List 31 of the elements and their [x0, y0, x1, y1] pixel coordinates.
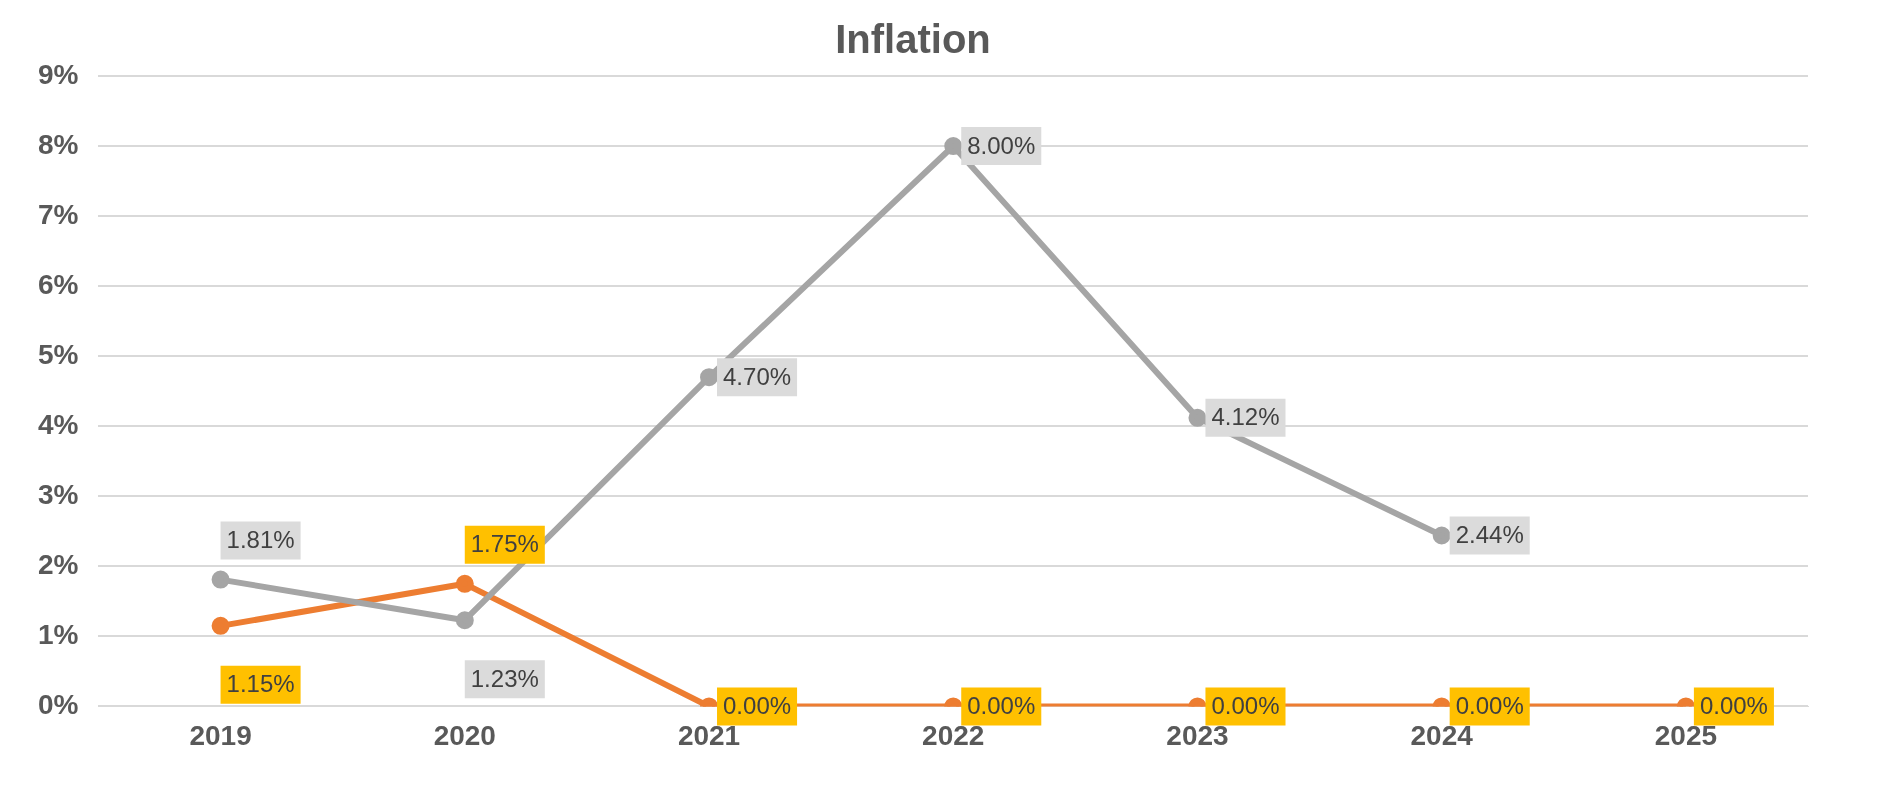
data-label: 1.23% — [470, 664, 539, 692]
data-label: 4.12% — [1211, 403, 1280, 431]
data-label: 0.00% — [967, 692, 1036, 720]
data-label: 0.00% — [1211, 692, 1280, 720]
y-tick-label: 2% — [38, 549, 79, 581]
y-tick-label: 1% — [38, 619, 79, 651]
y-tick-label: 6% — [38, 268, 79, 300]
y-tick-label: 7% — [38, 198, 79, 230]
data-label: 4.70% — [723, 362, 792, 390]
x-tick-label: 2019 — [189, 719, 252, 751]
x-tick-label: 2025 — [1654, 719, 1718, 751]
x-tick-label: 2020 — [433, 719, 496, 751]
y-tick-label: 0% — [38, 689, 79, 721]
data-label: 8.00% — [967, 131, 1036, 159]
x-tick-label: 2021 — [677, 719, 741, 751]
y-tick-label: 5% — [38, 338, 79, 370]
x-tick-label: 2024 — [1410, 719, 1474, 751]
data-label: 0.00% — [1455, 692, 1524, 720]
y-tick-label: 9% — [38, 58, 79, 90]
chart-title: Inflation — [835, 17, 991, 62]
data-label: 1.15% — [226, 670, 295, 698]
y-tick-label: 3% — [38, 478, 79, 510]
data-label: 0.00% — [1699, 692, 1768, 720]
y-tick-label: 8% — [38, 128, 79, 160]
x-tick-label: 2022 — [922, 719, 985, 751]
data-label: 0.00% — [723, 692, 792, 720]
data-label: 1.81% — [226, 526, 295, 554]
data-label: 2.44% — [1455, 521, 1524, 549]
data-label: 1.75% — [470, 530, 539, 558]
y-tick-label: 4% — [38, 408, 79, 440]
x-tick-label: 2023 — [1166, 719, 1229, 751]
